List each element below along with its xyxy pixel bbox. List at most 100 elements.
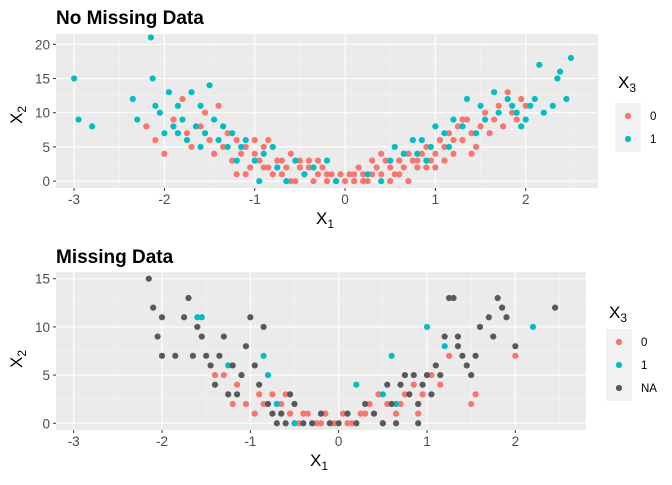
data-point-x3-0 [418, 150, 425, 157]
data-point-x3-1 [149, 75, 156, 82]
data-point-x3-0 [360, 171, 367, 178]
y-tick-label: 10 [35, 320, 50, 335]
data-point-x3-1 [260, 150, 267, 157]
data-point-na [384, 381, 391, 388]
data-point-x3-0 [251, 136, 258, 144]
x-tick-label: -2 [158, 192, 170, 207]
legend-label: NA [641, 383, 657, 395]
chart-title-missing: Missing Data [56, 247, 174, 268]
data-point-x3-1 [518, 123, 525, 130]
data-point-x3-0 [396, 157, 403, 164]
data-point-x3-0 [459, 136, 466, 144]
data-point-na [410, 371, 417, 379]
data-point-x3-1 [364, 171, 371, 178]
data-point-na [269, 410, 276, 417]
data-point-na [251, 362, 258, 369]
data-point-na [454, 333, 462, 340]
data-point-x3-1 [220, 123, 227, 130]
data-point-na [415, 420, 422, 427]
data-point-na [392, 420, 400, 427]
data-point-x3-0 [242, 400, 250, 408]
data-point-x3-0 [373, 164, 380, 171]
data-point-x3-0 [423, 143, 430, 151]
x-tick-label: 0 [341, 192, 349, 207]
y-tick-label: 15 [35, 272, 50, 287]
data-point-x3-0 [472, 143, 480, 151]
data-point-x3-1 [224, 143, 231, 151]
y-axis-label-no-missing: X2 [7, 106, 29, 124]
data-point-na [256, 381, 263, 388]
data-point-x3-0 [220, 371, 227, 379]
data-point-x3-1 [332, 178, 340, 185]
data-point-x3-0 [179, 95, 186, 103]
legend-title-no-missing: X3 [618, 73, 636, 95]
data-point-x3-0 [378, 150, 385, 157]
data-point-x3-0 [328, 171, 335, 178]
x-tick-label: -1 [249, 192, 261, 207]
data-point-x3-1 [89, 123, 96, 130]
data-point-x3-0 [323, 178, 331, 185]
data-point-x3-1 [391, 143, 398, 151]
data-point-na [282, 420, 289, 427]
data-point-x3-0 [201, 109, 209, 116]
data-point-x3-1 [549, 102, 556, 109]
data-point-x3-1 [445, 143, 453, 151]
data-point-x3-1 [310, 164, 317, 171]
data-point-x3-0 [522, 102, 529, 109]
data-point-na [441, 333, 448, 340]
data-point-x3-1 [441, 343, 448, 350]
data-point-x3-1 [269, 143, 276, 151]
data-point-x3-0 [392, 410, 400, 417]
data-point-x3-0 [369, 157, 376, 164]
data-point-x3-0 [391, 171, 398, 178]
data-point-x3-1 [183, 136, 191, 144]
data-point-x3-0 [348, 420, 356, 427]
data-point-na [216, 352, 223, 359]
data-point-x3-0 [351, 171, 358, 178]
data-point-x3-0 [323, 171, 331, 178]
data-point-x3-0 [210, 150, 218, 157]
data-point-x3-1 [323, 157, 331, 164]
data-point-x3-1 [165, 89, 173, 96]
data-point-na [551, 304, 559, 311]
data-point-na [203, 352, 210, 359]
y-tick-label: 15 [35, 71, 50, 86]
data-point-x3-0 [269, 171, 276, 178]
data-point-x3-0 [468, 150, 475, 157]
data-point-na [353, 420, 360, 427]
y-tick-label: 20 [35, 37, 50, 52]
data-point-na [419, 381, 426, 388]
data-point-x3-1 [292, 157, 299, 164]
data-point-x3-0 [224, 130, 231, 137]
data-point-na [158, 352, 166, 359]
data-point-x3-1 [197, 143, 204, 151]
data-point-x3-0 [477, 123, 484, 130]
data-point-x3-1 [418, 136, 425, 144]
data-point-x3-1 [509, 102, 516, 109]
data-point-x3-0 [260, 400, 267, 408]
data-point-x3-0 [415, 410, 422, 417]
data-point-x3-1 [388, 352, 395, 359]
data-point-x3-0 [161, 150, 168, 157]
data-point-x3-0 [445, 130, 453, 137]
data-point-x3-1 [129, 95, 136, 103]
data-point-x3-1 [174, 130, 182, 137]
data-point-na [260, 323, 267, 331]
data-point-x3-0 [518, 95, 525, 103]
data-point-x3-0 [256, 157, 263, 164]
data-point-x3-0 [313, 420, 320, 427]
data-point-x3-1 [427, 143, 434, 151]
data-point-x3-0 [282, 391, 289, 398]
x-tick-label: -1 [244, 434, 256, 449]
data-point-x3-1 [400, 150, 407, 157]
x-tick-label: 1 [423, 434, 431, 449]
data-point-x3-0 [428, 371, 435, 379]
data-point-x3-1 [423, 157, 430, 164]
data-point-x3-0 [322, 410, 329, 417]
data-point-x3-1 [536, 61, 543, 68]
data-point-x3-0 [260, 164, 267, 171]
legend-title-missing: X3 [609, 303, 627, 325]
data-point-na [291, 400, 298, 408]
data-point-x3-0 [491, 116, 498, 123]
